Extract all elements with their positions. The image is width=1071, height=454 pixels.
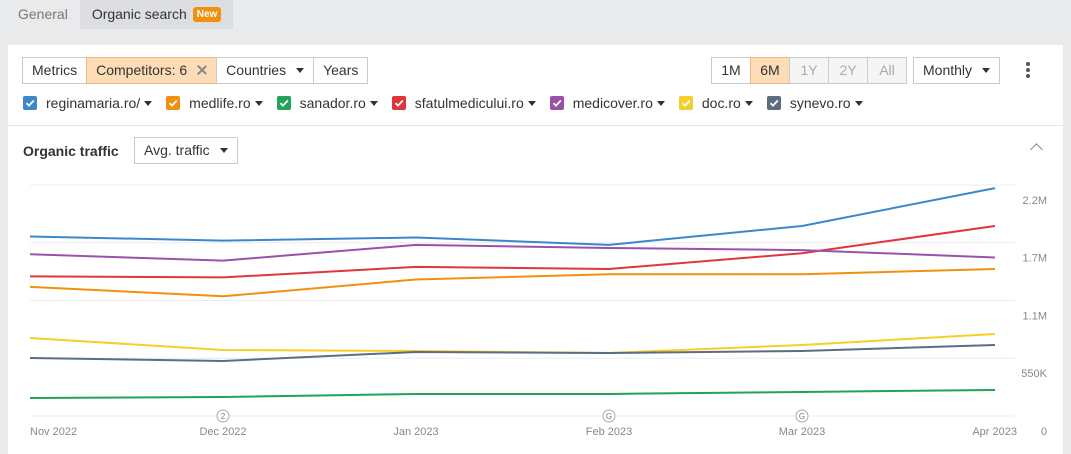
checkbox [276, 96, 291, 110]
legend: reginamaria.ro/medlife.ro sanador.ro sfatu… [23, 95, 877, 111]
period-button[interactable]: 1M [711, 57, 751, 84]
checkbox [23, 96, 37, 110]
checkbox [766, 96, 781, 110]
legend-item[interactable]: medicover.ro [549, 95, 665, 111]
checkbox [166, 96, 181, 110]
tab[interactable]: General [18, 6, 68, 22]
checkbox [549, 96, 564, 110]
period-selector: 1M 6M 1Y 2Y All [711, 57, 907, 84]
legend-label: synevo.ro [790, 95, 863, 111]
legend-item[interactable]: doc.ro [678, 95, 753, 111]
clear-icon[interactable] [197, 65, 207, 75]
legend-label: sanador.ro [300, 95, 378, 111]
legend-label: sfatulmedicului.ro [415, 95, 536, 111]
legend-label: reginamaria.ro/ [46, 95, 152, 111]
label: Monthly [923, 62, 973, 78]
legend-label: medlife.ro [189, 95, 262, 111]
countries-button[interactable]: Countries [216, 57, 315, 84]
metric-dropdown[interactable]: Avg. traffic [134, 137, 238, 164]
legend-item[interactable]: synevo.ro [766, 95, 863, 111]
tab-label: Organic search [91, 6, 187, 22]
panel: Metrics Competitors: 6 Countries Years 1… [8, 45, 1063, 454]
period-button[interactable]: 1Y [789, 57, 829, 84]
competitors-button[interactable]: Competitors: 6 [86, 57, 218, 84]
legend-label: medicover.ro [573, 95, 665, 111]
badge: New [192, 7, 222, 22]
tab[interactable]: Organic search New [79, 0, 234, 29]
legend-label: doc.ro [702, 95, 753, 111]
legend-item[interactable]: sfatulmedicului.ro [391, 95, 536, 111]
legend-item[interactable]: reginamaria.ro/ [23, 95, 152, 111]
interval-dropdown[interactable]: Monthly [913, 57, 1001, 84]
period-button[interactable]: 6M [750, 57, 790, 84]
divider [8, 125, 1063, 126]
period-button[interactable]: 2Y [828, 57, 868, 84]
label: Competitors: 6 [96, 62, 188, 78]
checkbox [678, 96, 693, 110]
collapse-button[interactable] [1030, 143, 1043, 156]
label: Avg. traffic [144, 142, 210, 158]
tabs: General Organic search New [0, 0, 234, 29]
period-button[interactable]: All [867, 57, 907, 84]
legend-item[interactable]: sanador.ro [276, 95, 378, 111]
metrics-button[interactable]: Metrics [22, 57, 88, 84]
more-menu[interactable] [1026, 62, 1030, 80]
chart-title: Organic traffic [23, 143, 119, 159]
years-button[interactable]: Years [313, 57, 369, 84]
legend-item[interactable]: medlife.ro [166, 95, 262, 111]
label: Countries [226, 62, 287, 78]
toolbar: Metrics Competitors: 6 Countries Years [22, 57, 369, 84]
checkbox [391, 96, 406, 110]
